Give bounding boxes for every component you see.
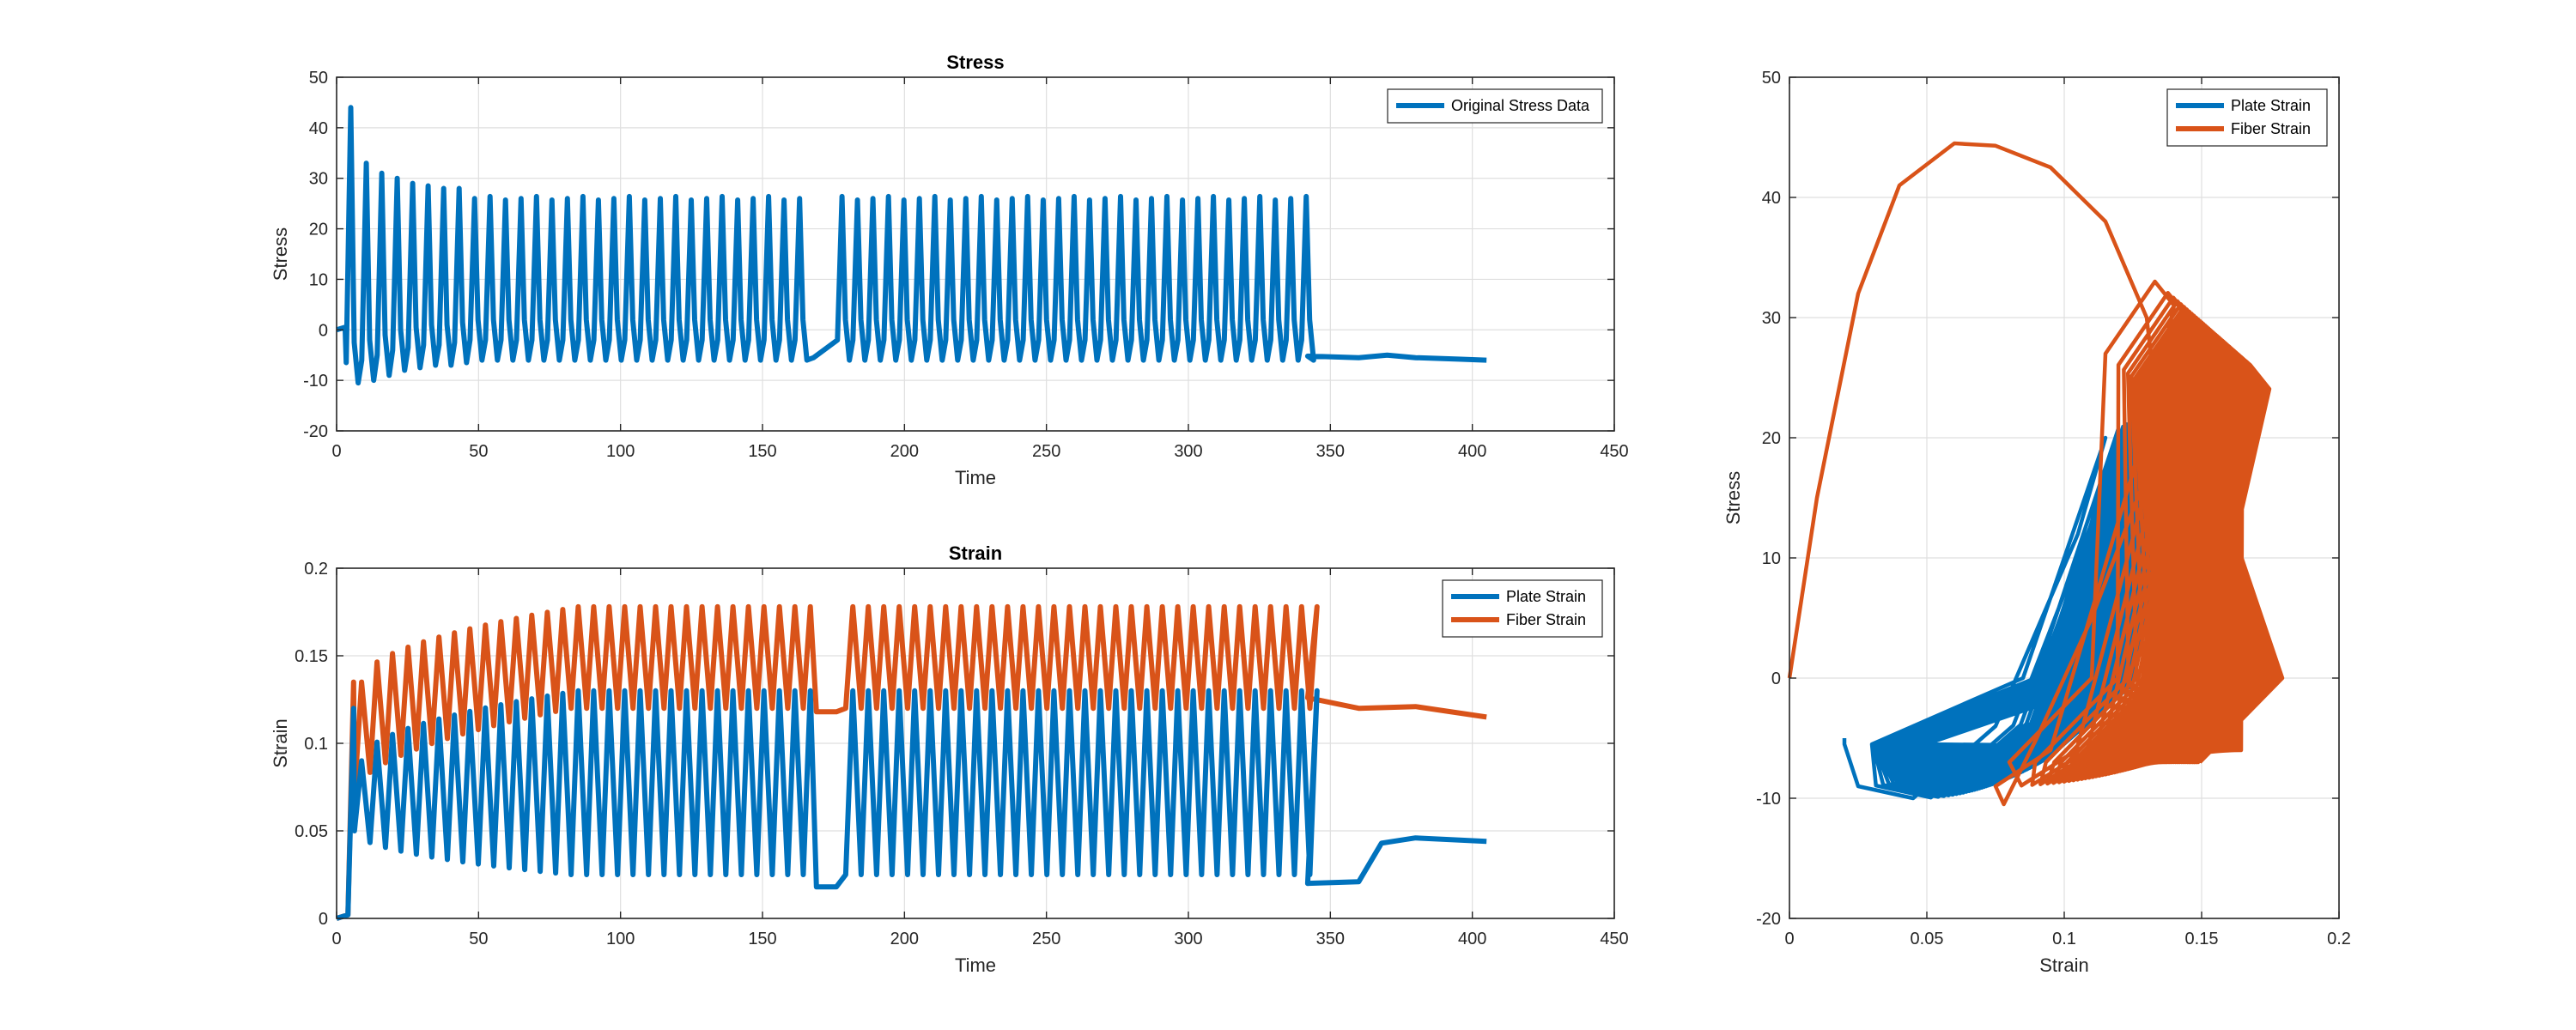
0-xtick-label: 50: [469, 442, 488, 461]
stress-title: Stress: [946, 52, 1004, 73]
1-ytick-label: 0.2: [304, 560, 328, 579]
2-ytick-label: 10: [1762, 549, 1781, 568]
1-ytick-label: 0: [319, 910, 328, 929]
2-legend-label: Fiber Strain: [2231, 120, 2311, 137]
2-legend-box: [2166, 88, 2328, 147]
strain-axes: 0 50 100 150 200 250 300 350 400 450 0 0.05 0.1 0.15 0…: [270, 542, 1629, 976]
2-ytick-label: 30: [1762, 309, 1781, 328]
0-xtick-label: 0: [331, 442, 341, 461]
1-xtick-label: 100: [606, 930, 635, 948]
stress-xlabel: Time: [955, 467, 996, 488]
0-xtick-label: 350: [1316, 442, 1345, 461]
0-xtick-label: 450: [1600, 442, 1628, 461]
2-xtick-label: 0.1: [2052, 930, 2076, 948]
1-ytick-label: 0.15: [295, 647, 328, 666]
0-xtick-label: 400: [1458, 442, 1486, 461]
1-legend-box: [1442, 579, 1603, 638]
0-ytick-label: 40: [309, 119, 328, 138]
2-xtick-label: 0.15: [2185, 930, 2219, 948]
stress-legend: Original Stress Data: [1387, 88, 1603, 124]
2-axes-frame: [1789, 76, 2340, 919]
2-xtick-label: 0.2: [2327, 930, 2351, 948]
1-xtick-label: 250: [1032, 930, 1060, 948]
strain-xlabel: Time: [955, 954, 996, 976]
2-ytick-label: 20: [1762, 429, 1781, 448]
stress-strain-legend: Plate Strain Fiber Strain: [2166, 88, 2328, 147]
2-ytick-label: -20: [1756, 910, 1781, 929]
1-ytick-label: 0.1: [304, 735, 328, 754]
1-xtick-label: 300: [1174, 930, 1202, 948]
stress-series-line: [336, 105, 1487, 386]
1-xtick-label: 0: [331, 930, 341, 948]
2-legend-label: Plate Strain: [2231, 97, 2311, 114]
0-ytick-label: 30: [309, 170, 328, 189]
strain-title: Strain: [949, 542, 1002, 564]
0-ytick-label: 20: [309, 221, 328, 239]
1-legend-label: Plate Strain: [1506, 588, 1586, 605]
plate-stress-strain-line: [1842, 376, 2203, 801]
fiber-strain-line: [336, 603, 1487, 921]
1-xtick-label: 50: [469, 930, 488, 948]
0-ytick-label: -10: [303, 372, 328, 391]
0-xtick-label: 250: [1032, 442, 1060, 461]
2-ytick-label: 50: [1762, 69, 1781, 88]
0-xtick-label: 150: [748, 442, 776, 461]
0-xtick-label: 300: [1174, 442, 1202, 461]
stress-strain-xlabel: Strain: [2039, 954, 2088, 976]
0-ytick-label: 10: [309, 270, 328, 289]
stress-strain-ylabel: Stress: [1722, 471, 1744, 524]
fiber-stress-strain-line: [1787, 141, 2285, 807]
2-xtick-label: 0: [1784, 930, 1794, 948]
1-xtick-label: 350: [1316, 930, 1345, 948]
plate-strain-line: [336, 688, 1487, 921]
0-xtick-label: 200: [890, 442, 919, 461]
stress-plot-area: [336, 76, 1615, 432]
stress-axes: 0 50 100 150 200 250 300 350 400 450 -20 -10 0 10 20 30…: [270, 52, 1629, 488]
strain-legend: Plate Strain Fiber Strain: [1442, 579, 1603, 638]
0-ytick-label: 50: [309, 69, 328, 88]
2-ytick-label: -10: [1756, 790, 1781, 809]
0-ytick-label: 0: [319, 321, 328, 340]
1-xtick-label: 200: [890, 930, 919, 948]
strain-ylabel: Strain: [270, 718, 291, 767]
1-xtick-label: 150: [748, 930, 776, 948]
0-xtick-label: 100: [606, 442, 635, 461]
0-ytick-label: -20: [303, 422, 328, 441]
1-ytick-label: 0.05: [295, 822, 328, 841]
stress-ylabel: Stress: [270, 227, 291, 281]
1-legend-label: Fiber Strain: [1506, 611, 1586, 628]
0-legend-label: Original Stress Data: [1451, 97, 1590, 114]
1-xtick-label: 450: [1600, 930, 1628, 948]
1-xtick-label: 400: [1458, 930, 1486, 948]
2-xtick-label: 0.05: [1911, 930, 1944, 948]
1-axes-frame: [336, 567, 1615, 919]
2-ytick-label: 40: [1762, 189, 1781, 208]
2-ytick-label: 0: [1771, 670, 1781, 688]
0-axes-frame: [336, 76, 1615, 432]
